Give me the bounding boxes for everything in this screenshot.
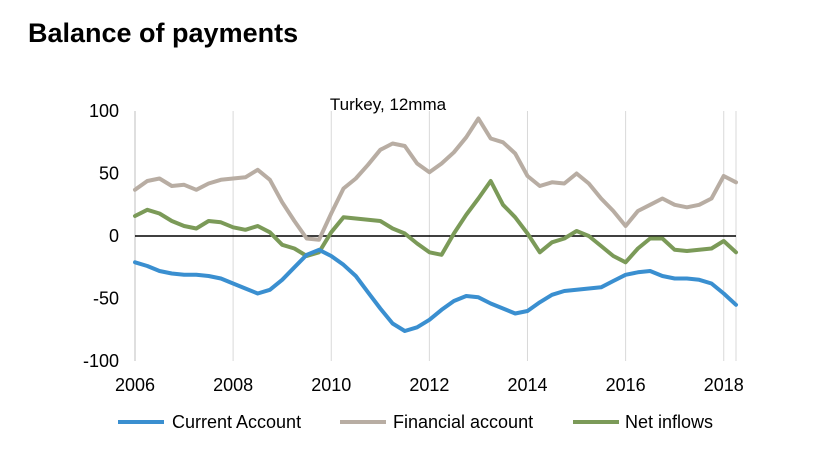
y-tick-labels: 100 50 0 -50 -100 — [83, 101, 119, 371]
x-tick-label: 2010 — [311, 375, 351, 395]
x-tick-label: 2018 — [704, 375, 744, 395]
x-tick-labels: 2006 2008 2010 2012 2014 2016 2018 — [115, 375, 744, 395]
series-line-current-account — [133, 247, 738, 333]
x-tick-label: 2012 — [409, 375, 449, 395]
series-lines — [133, 116, 738, 333]
legend: Current Account Financial account Net infl… — [118, 412, 713, 432]
y-tick-label: 0 — [109, 226, 119, 246]
legend-label-net-inflows: Net inflows — [625, 412, 713, 432]
x-tick-label: 2008 — [213, 375, 253, 395]
y-tick-label: -100 — [83, 351, 119, 371]
chart-subtitle: Turkey, 12mma — [330, 95, 447, 114]
x-tick-label: 2016 — [606, 375, 646, 395]
legend-label-financial-account: Financial account — [393, 412, 533, 432]
x-tick-label: 2014 — [507, 375, 547, 395]
y-tick-label: 100 — [89, 101, 119, 121]
y-tick-label: 50 — [99, 164, 119, 184]
legend-label-current-account: Current Account — [172, 412, 301, 432]
series-line-financial-account — [133, 116, 738, 242]
x-tick-label: 2006 — [115, 375, 155, 395]
series-line-net-inflows — [133, 179, 738, 265]
y-tick-label: -50 — [93, 289, 119, 309]
page-title: Balance of payments — [28, 18, 299, 48]
